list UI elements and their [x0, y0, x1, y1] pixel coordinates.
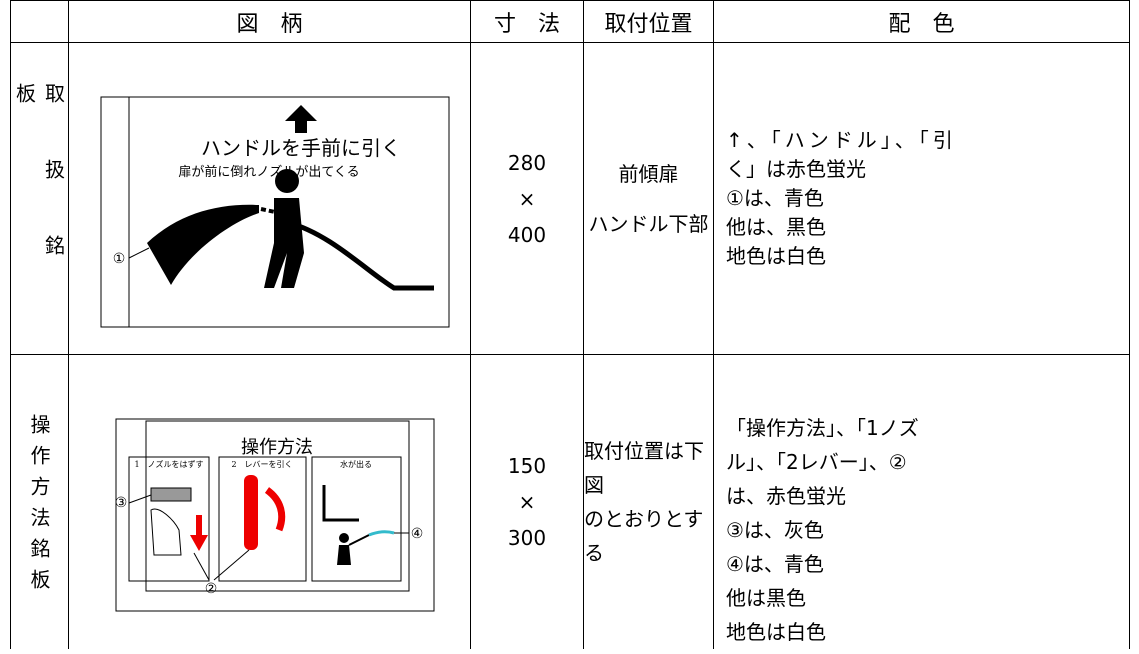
text: 地色は白色 [726, 244, 826, 268]
figure-cell: 操作方法 1 ノズルをはずす 2 レバーを引く 水が出る ② ③ ④ [68, 354, 470, 649]
text: は、赤色蛍光 [726, 484, 846, 508]
text: × [518, 186, 536, 211]
callout: ③ [115, 495, 128, 511]
text: く」は赤色蛍光 [726, 157, 866, 181]
size-cell: 150 × 300 [470, 354, 583, 649]
text: 「操作方法」、「1ノズ [726, 416, 919, 440]
text: ル」、「2レバー」、② [726, 450, 907, 474]
text: 400 [507, 222, 547, 247]
callout: ① [113, 251, 126, 267]
text: 300 [507, 526, 547, 550]
header-cell: 配 色 [713, 0, 1130, 42]
text: × [518, 490, 536, 514]
position-cell: 取付位置は下図 のとおりとする [583, 354, 713, 649]
text: ①は、青色 [726, 186, 824, 210]
row-label: 取扱銘板 [10, 42, 68, 354]
color-cell: ↑、「ハンドル」、「引 く」は赤色蛍光 ①は、青色他は、黒色地色は白色 [713, 42, 1130, 354]
callout: ④ [411, 526, 424, 542]
text: ③は、灰色 [726, 518, 824, 542]
text: 前傾扉 [618, 161, 679, 186]
header-cell: 取付位置 [583, 0, 713, 42]
panel-label: 2 レバーを引く [231, 460, 292, 469]
text: 他は黒色 [726, 586, 806, 610]
text: 他は、黒色 [726, 215, 826, 239]
text: 地色は白色 [726, 620, 826, 644]
text: ④は、青色 [726, 552, 824, 576]
figure-title: 操作方法 [241, 437, 313, 458]
callout: ② [205, 581, 218, 597]
figure: 操作方法 1 ノズルをはずす 2 レバーを引く 水が出る ② ③ ④ [115, 418, 435, 612]
size-cell: 280 × 400 [470, 42, 583, 354]
text: 150 [507, 454, 547, 478]
text: 280 [507, 150, 547, 175]
text: ハンドル下部 [588, 211, 709, 236]
header-cell: 寸 法 [470, 0, 583, 42]
color-cell: 「操作方法」、「1ノズ ル」、「2レバー」、② は、赤色蛍光 ③は、灰色 ④は、青色他は… [713, 354, 1130, 649]
figure-title: ハンドルを手前に引く [201, 136, 401, 160]
text: 取付位置は下図 [584, 439, 704, 497]
header-cell: 図 柄 [68, 0, 470, 42]
position-cell: 前傾扉 ハンドル下部 [583, 42, 713, 354]
row-label: 操作方法銘板 [10, 354, 68, 649]
figure-subtitle: 扉が前に倒れノズルが出てくる [178, 164, 359, 180]
panel-label: 1 ノズルをはずす [134, 459, 203, 469]
figure: ハンドルを手前に引く 扉が前に倒れノズルが出てくる ① [100, 96, 450, 328]
cell [10, 0, 68, 42]
text: ↑、「ハンドル」、「引 [726, 128, 957, 152]
panel-label: 水が出る [340, 459, 372, 469]
text: のとおりとする [584, 507, 704, 565]
figure-cell: ハンドルを手前に引く 扉が前に倒れノズルが出てくる ① [68, 42, 470, 354]
